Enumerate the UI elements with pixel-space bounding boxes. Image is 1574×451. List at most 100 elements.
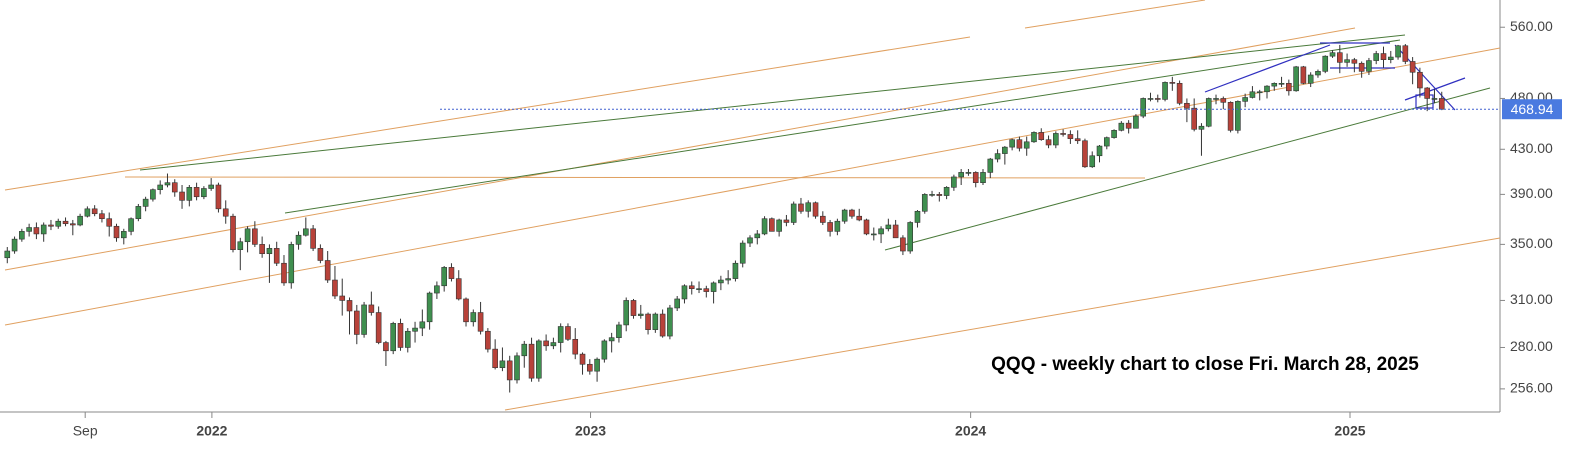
candle-body: [273, 248, 280, 264]
x-tick-label: 2024: [955, 423, 986, 439]
candle-body: [688, 285, 695, 289]
candle-body: [1184, 102, 1190, 109]
candle-body: [186, 187, 193, 201]
candle-body: [739, 242, 746, 264]
candle-body: [754, 233, 761, 239]
candle-body: [1103, 137, 1110, 147]
candle-body: [33, 227, 40, 235]
candle-body: [1438, 98, 1445, 110]
blue-line: [1204, 44, 1331, 93]
candle-body: [477, 312, 484, 332]
candle-body: [827, 222, 833, 232]
y-tick-label: 430.00: [1510, 140, 1553, 156]
candle-body: [317, 248, 324, 261]
candle-body: [11, 238, 18, 252]
ticks: 256.00280.00310.00350.00390.00430.00480.…: [73, 18, 1553, 439]
candle-body: [1082, 140, 1088, 168]
candle-body: [70, 223, 76, 226]
candle-body: [652, 313, 659, 330]
candle-body: [26, 227, 32, 232]
candle-body: [1249, 91, 1256, 98]
candle-body: [1038, 132, 1045, 141]
candle-body: [324, 260, 331, 281]
candle-body: [390, 323, 397, 352]
candle-body: [958, 172, 964, 178]
candle-body: [1133, 115, 1139, 129]
candle-body: [19, 231, 25, 240]
candle-body: [99, 213, 105, 220]
candles: [4, 44, 1445, 393]
candle-body: [863, 219, 870, 235]
candle-body: [528, 343, 535, 379]
candle-body: [543, 340, 549, 347]
candle-body: [485, 330, 491, 350]
candle-body: [659, 313, 666, 337]
candle-body: [470, 312, 477, 323]
candle-body: [106, 218, 113, 227]
candle-body: [951, 176, 957, 188]
candle-body: [820, 215, 826, 223]
candle-body: [980, 172, 986, 183]
candle-body: [725, 278, 731, 281]
candle-body: [1387, 56, 1394, 60]
y-tick-label: 390.00: [1510, 185, 1553, 201]
candle-body: [1271, 83, 1278, 87]
candle-body: [965, 172, 972, 174]
candle-body: [667, 307, 673, 337]
candle-body: [434, 285, 440, 294]
candle-body: [1140, 98, 1147, 117]
blue-line: [1404, 77, 1466, 101]
candle-body: [1096, 145, 1103, 157]
candle-body: [281, 262, 287, 284]
y-tick-label: 310.00: [1510, 291, 1553, 307]
candle-body: [1402, 45, 1409, 62]
candle-body: [353, 310, 360, 335]
candle-body: [798, 203, 804, 212]
candle-body: [645, 313, 651, 330]
candle-body: [936, 194, 943, 196]
channel-line: [1024, 0, 1206, 29]
candle-body: [1409, 61, 1416, 73]
annotation: QQQ - weekly chart to close Fri. March 2…: [991, 354, 1419, 375]
candle-body: [1286, 83, 1292, 92]
candle-body: [1125, 122, 1132, 129]
candle-body: [135, 206, 142, 220]
x-tick-label: 2022: [196, 423, 227, 439]
candle-body: [222, 208, 229, 217]
candle-body: [703, 288, 710, 292]
channel-line: [4, 36, 971, 191]
candle-body: [834, 220, 841, 232]
candle-body: [841, 209, 848, 222]
candle-body: [1417, 71, 1423, 89]
candle-body: [849, 209, 855, 217]
candle-body: [994, 153, 1001, 160]
candle-body: [164, 182, 171, 186]
candle-body: [426, 292, 433, 323]
candle-body: [1293, 66, 1299, 92]
candle-body: [1278, 83, 1285, 85]
candle-body: [987, 158, 994, 173]
last-price-box: [1502, 99, 1562, 120]
candle-body: [150, 189, 156, 200]
candle-body: [1023, 141, 1030, 149]
candle-body: [623, 300, 630, 326]
candle-body: [463, 298, 469, 323]
candle-body: [769, 218, 775, 232]
candle-body: [1358, 62, 1365, 72]
trend-line: [884, 87, 1491, 251]
candle-body: [878, 228, 884, 235]
candle-body: [1227, 102, 1234, 131]
candle-body: [776, 219, 782, 232]
trend-line: [139, 34, 1406, 171]
candle-body: [732, 262, 739, 279]
candle-body: [310, 228, 316, 249]
candle-body: [455, 278, 462, 300]
candle-body: [972, 172, 979, 183]
candle-body: [630, 300, 637, 316]
x-tick-label: 2025: [1334, 423, 1365, 439]
candle-body: [710, 282, 717, 292]
candle-body: [783, 219, 790, 223]
candle-body: [1380, 53, 1387, 60]
candle-body: [1053, 133, 1059, 146]
